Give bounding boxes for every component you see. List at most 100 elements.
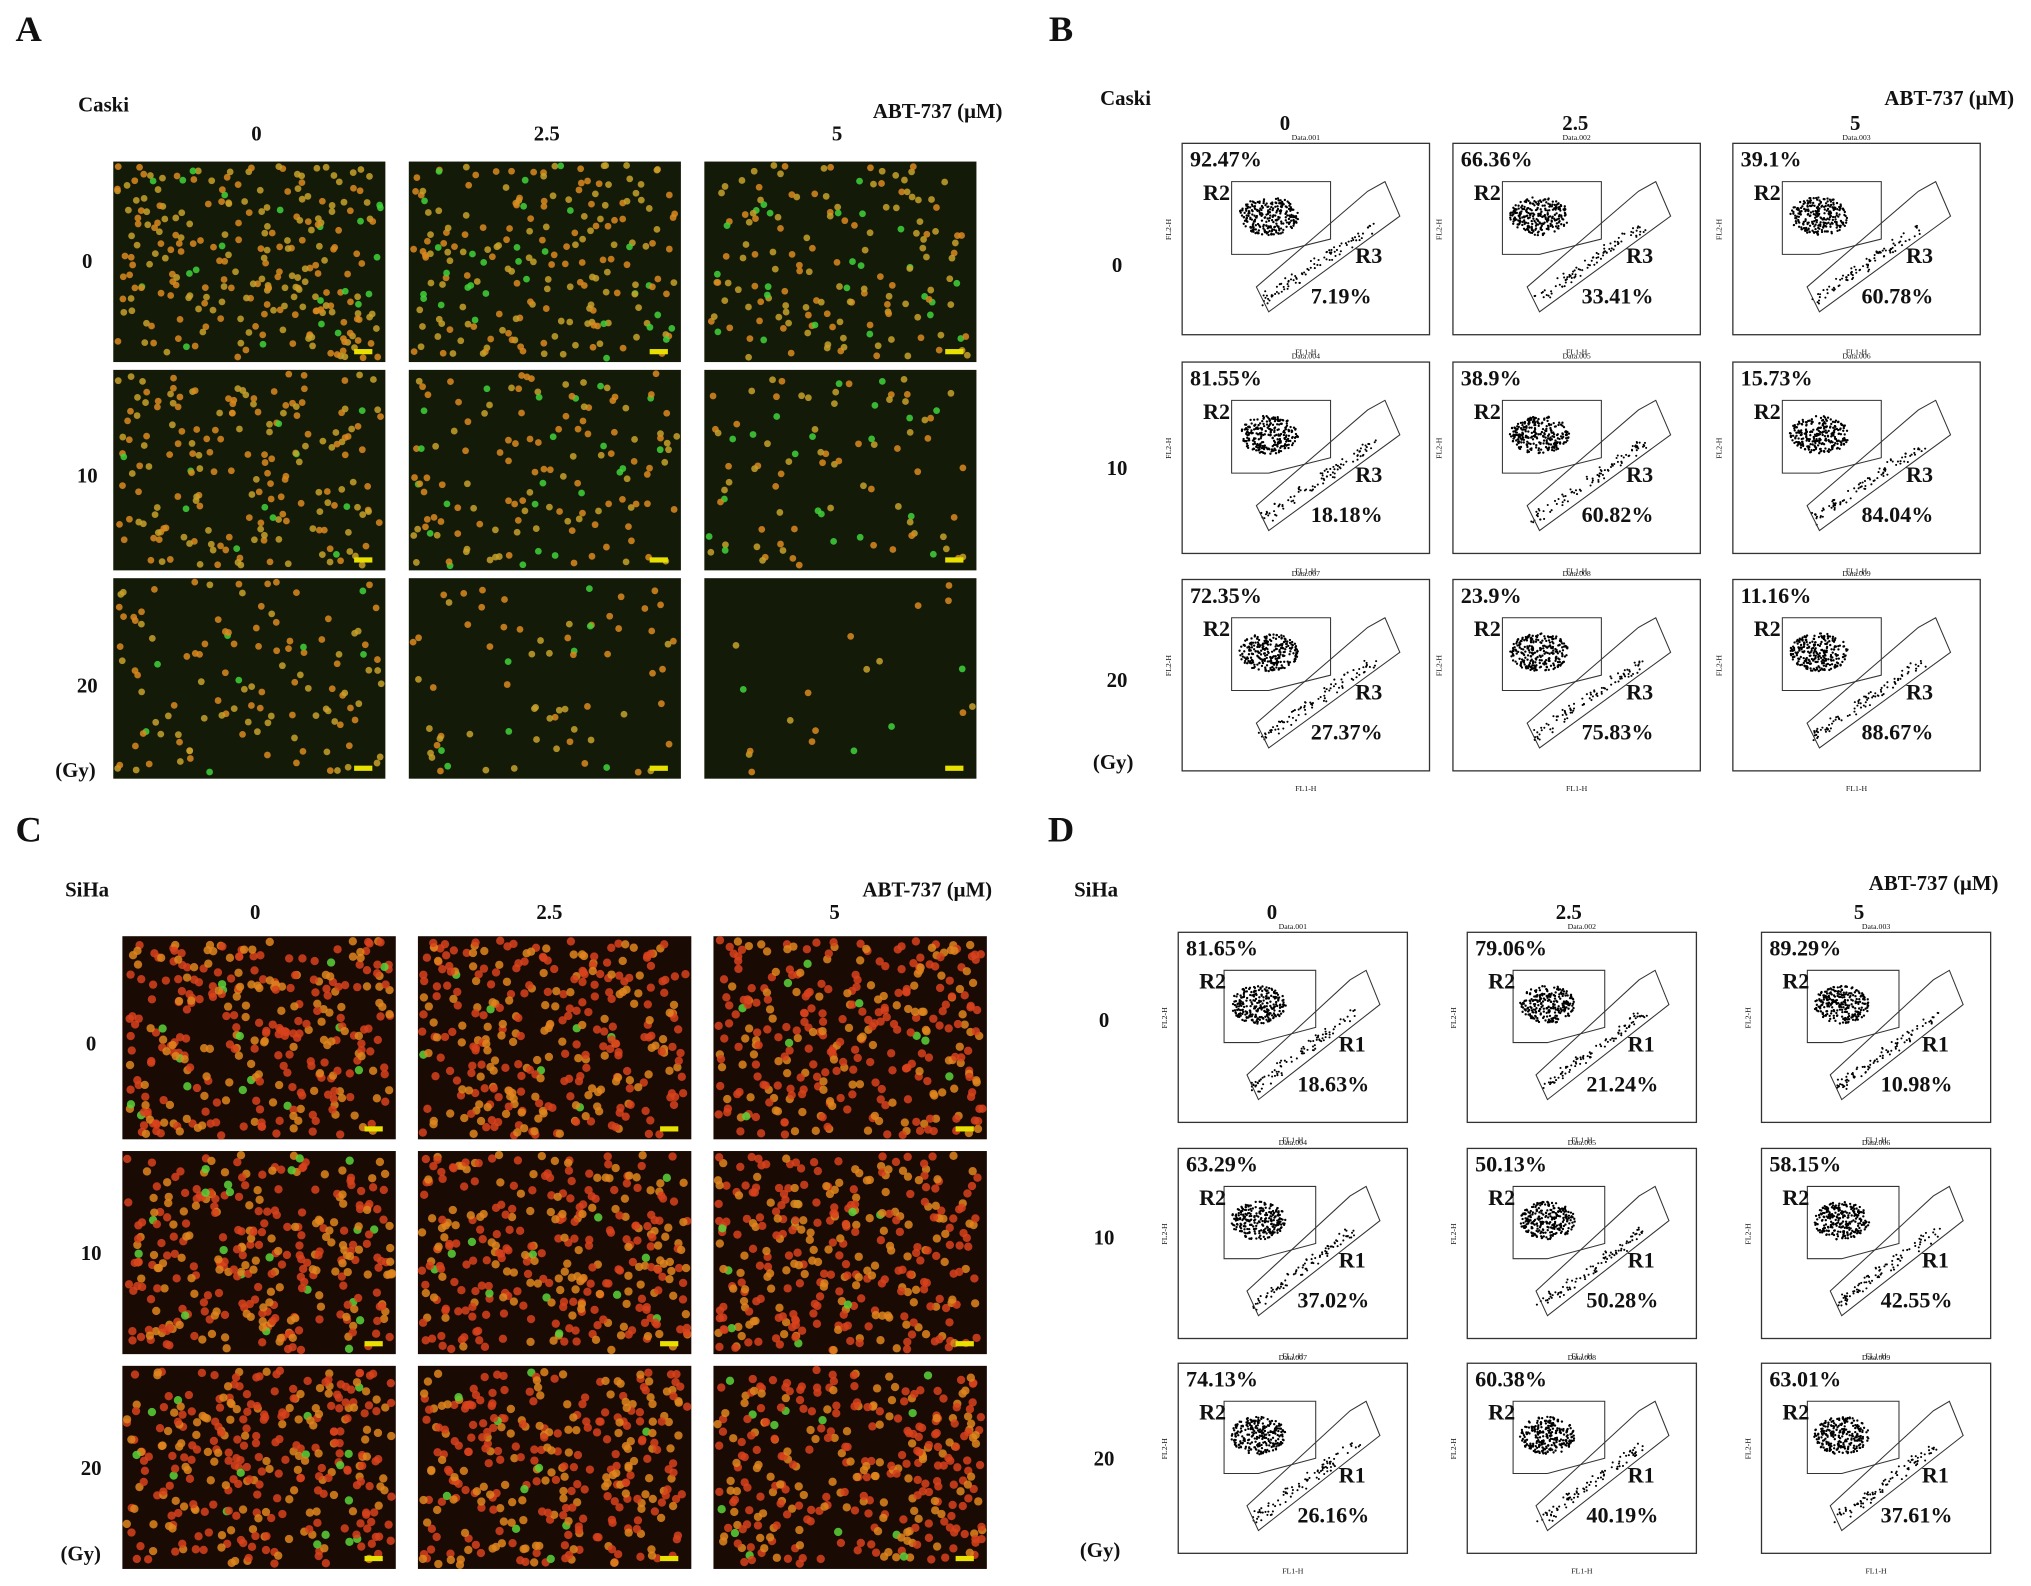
cell <box>836 283 843 290</box>
cell <box>889 546 897 553</box>
event <box>1272 636 1275 639</box>
cell <box>250 395 258 402</box>
cell <box>235 982 245 992</box>
event <box>1643 441 1647 444</box>
cell <box>372 1094 382 1103</box>
cell <box>214 616 222 623</box>
event <box>1871 696 1874 699</box>
cell <box>496 449 504 456</box>
cell <box>154 660 161 668</box>
event <box>1258 211 1261 214</box>
event <box>1810 418 1814 421</box>
lower-percent: 60.82% <box>1582 502 1654 527</box>
event <box>1267 219 1271 222</box>
event <box>1882 255 1885 258</box>
event <box>1277 732 1280 735</box>
cell <box>870 441 878 448</box>
cell <box>230 1044 239 1054</box>
cell <box>489 253 496 261</box>
event <box>1868 704 1871 707</box>
event <box>1536 421 1540 425</box>
event <box>1635 440 1638 444</box>
column-header: 0 <box>250 900 260 924</box>
cell <box>119 295 127 303</box>
cell <box>205 1044 215 1053</box>
cell <box>203 435 211 443</box>
event <box>1311 488 1315 491</box>
event <box>1826 207 1830 211</box>
cell <box>346 329 354 337</box>
event <box>1830 648 1833 651</box>
cell <box>861 246 869 254</box>
event <box>1909 454 1912 457</box>
event <box>1812 654 1816 657</box>
cell <box>424 391 432 399</box>
event <box>1896 460 1899 463</box>
event <box>1571 273 1574 276</box>
cell <box>346 1092 355 1102</box>
cell <box>344 763 352 771</box>
cell <box>121 252 129 260</box>
cell <box>917 334 925 342</box>
event <box>1288 638 1292 642</box>
event <box>1257 423 1260 427</box>
event <box>1323 697 1326 700</box>
cell <box>812 727 819 735</box>
cell <box>373 1035 382 1045</box>
event <box>1558 205 1561 209</box>
cell <box>178 427 186 435</box>
cell <box>532 525 540 532</box>
event <box>1821 422 1825 426</box>
event <box>1793 429 1796 432</box>
cell <box>315 242 323 250</box>
cell <box>871 402 879 409</box>
event <box>1914 669 1917 672</box>
event <box>1252 428 1256 431</box>
event <box>1539 518 1542 521</box>
cell <box>350 1111 359 1120</box>
event <box>1260 664 1264 668</box>
cell <box>250 1036 259 1045</box>
event <box>1822 449 1826 453</box>
event <box>1273 649 1276 652</box>
cell <box>495 242 503 249</box>
event <box>1313 267 1316 270</box>
event <box>1277 440 1280 443</box>
event <box>1842 425 1846 428</box>
cell <box>518 409 525 417</box>
event <box>1549 224 1552 228</box>
cell <box>340 198 348 206</box>
event <box>1559 435 1563 438</box>
event <box>1865 257 1868 260</box>
cell <box>779 324 787 332</box>
event <box>1830 440 1833 443</box>
event <box>1549 510 1552 513</box>
event <box>1265 669 1268 672</box>
cell <box>958 232 965 239</box>
event <box>1519 421 1523 425</box>
cell <box>437 518 445 525</box>
event <box>1332 685 1335 688</box>
cell <box>289 1042 298 1052</box>
event <box>1614 244 1617 247</box>
cell <box>289 340 297 347</box>
event <box>1373 441 1376 444</box>
column-header: 5 <box>832 121 842 145</box>
event <box>1598 475 1601 478</box>
lower-percent: 18.18% <box>1311 502 1383 527</box>
cell <box>777 470 785 478</box>
cell <box>311 988 320 997</box>
event <box>1246 207 1249 210</box>
scale-bar <box>649 557 668 563</box>
cell <box>323 991 332 1000</box>
event <box>1534 640 1538 643</box>
cell <box>437 301 445 309</box>
cell <box>114 163 122 171</box>
cell <box>120 308 128 316</box>
event <box>1242 216 1246 219</box>
cell <box>336 721 344 729</box>
cell <box>959 464 967 472</box>
cell <box>928 196 935 203</box>
event <box>1265 415 1268 418</box>
cell <box>145 463 153 470</box>
